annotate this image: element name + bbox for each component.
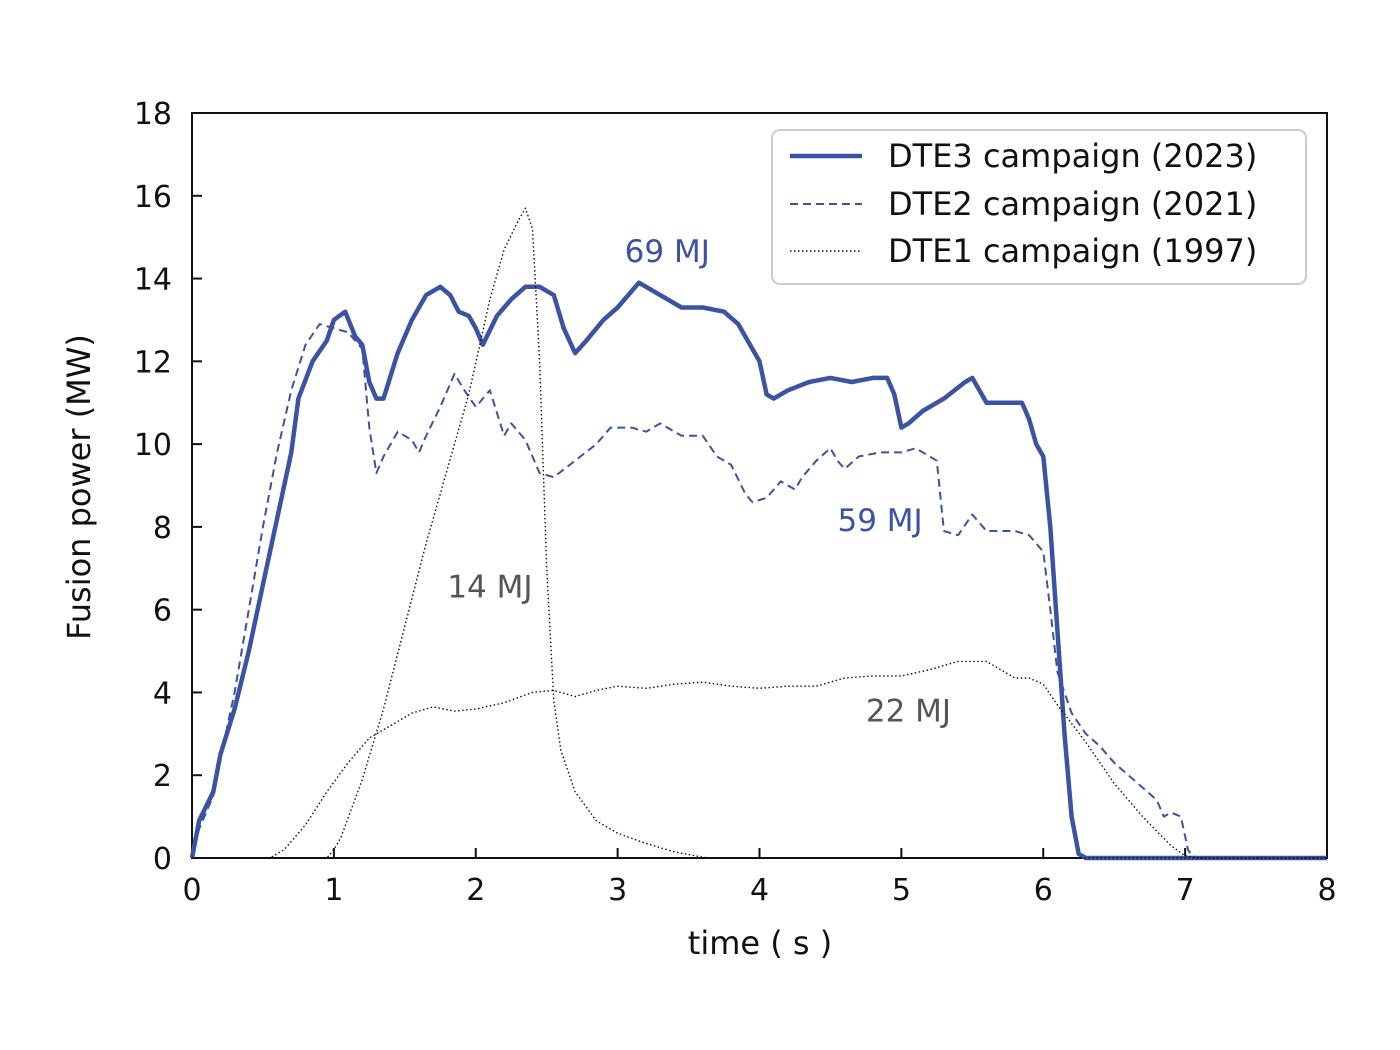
legend-label-dte2: DTE2 campaign (2021) xyxy=(888,185,1257,223)
x-axis-label: time ( s ) xyxy=(688,924,832,962)
legend-label-dte3: DTE3 campaign (2023) xyxy=(888,137,1257,175)
x-tick-label: 5 xyxy=(892,873,911,908)
x-tick-label: 1 xyxy=(324,873,343,908)
series-line-dte3 xyxy=(189,280,1327,861)
x-tick-label: 0 xyxy=(182,873,201,908)
series-line-dte1 xyxy=(192,207,1327,859)
x-tick-label: 3 xyxy=(608,873,627,908)
y-tick-label: 0 xyxy=(153,842,172,877)
energy-annotation: 69 MJ xyxy=(625,234,710,270)
energy-annotation: 22 MJ xyxy=(866,693,951,729)
y-tick-label: 12 xyxy=(134,345,172,380)
series-group xyxy=(189,207,1327,861)
x-tick-label: 2 xyxy=(466,873,485,908)
energy-annotation: 59 MJ xyxy=(837,503,922,539)
y-tick-label: 6 xyxy=(153,594,172,629)
x-tick-label: 7 xyxy=(1176,873,1195,908)
y-axis-label: Fusion power (MW) xyxy=(60,334,98,640)
legend: DTE3 campaign (2023) DTE2 campaign (2021… xyxy=(771,129,1307,285)
x-tick-label: 6 xyxy=(1034,873,1053,908)
y-tick-label: 10 xyxy=(134,428,172,463)
series-line-dte2 xyxy=(191,323,1327,859)
y-tick-label: 2 xyxy=(153,759,172,794)
y-tick-label: 8 xyxy=(153,511,172,546)
legend-box xyxy=(771,129,1307,285)
y-tick-label: 18 xyxy=(134,97,172,132)
legend-label-dte1: DTE1 campaign (1997) xyxy=(888,232,1257,270)
y-tick-label: 4 xyxy=(153,676,172,711)
x-tick-label: 4 xyxy=(750,873,769,908)
y-axis-ticks: 0 2 4 6 8 10 12 14 16 18 xyxy=(134,97,202,877)
series-line-dte1-long-pulse xyxy=(192,660,1327,859)
energy-annotation: 14 MJ xyxy=(447,569,532,605)
annotation-group: 69 MJ 59 MJ 14 MJ 22 MJ xyxy=(447,234,951,729)
y-tick-label: 14 xyxy=(134,263,172,298)
x-tick-label: 8 xyxy=(1317,873,1336,908)
y-tick-label: 16 xyxy=(134,180,172,215)
